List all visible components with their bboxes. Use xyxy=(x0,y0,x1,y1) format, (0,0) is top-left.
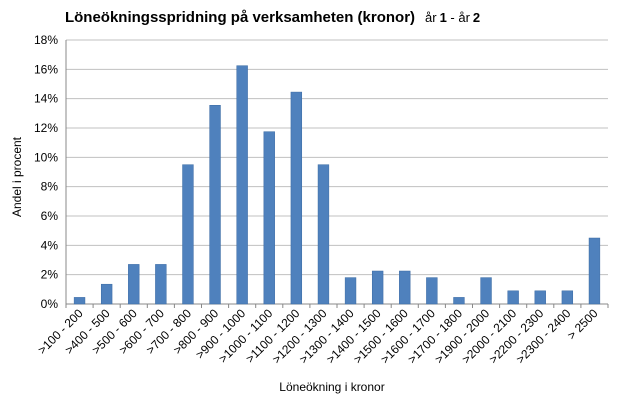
bar xyxy=(317,164,330,305)
y-axis-ticks: 0% 2% 4% 6% 8% 10% 12% 14% 16% 18% xyxy=(34,33,58,311)
y-tick-label: 12% xyxy=(34,121,58,135)
y-axis-title: Andel i procent xyxy=(10,136,24,217)
subtitle-part-3: - år xyxy=(447,10,471,25)
bar xyxy=(73,297,86,305)
bar xyxy=(209,105,221,305)
grid-layer xyxy=(65,39,608,305)
bar xyxy=(480,277,492,305)
y-tick-label: 6% xyxy=(41,209,59,223)
y-tick-label: 2% xyxy=(41,268,59,282)
bar xyxy=(426,277,438,305)
y-tick-label: 10% xyxy=(34,150,58,164)
bar xyxy=(453,297,465,305)
subtitle-part-1: år xyxy=(425,10,437,25)
x-axis-ticks: >100 - 200>400 - 500>500 - 600>600 - 700… xyxy=(35,304,609,366)
bar xyxy=(399,270,411,305)
y-tick-label: 16% xyxy=(34,62,58,76)
bar xyxy=(561,290,574,305)
x-axis-title: Löneökning i kronor xyxy=(279,380,384,394)
y-tick-label: 8% xyxy=(41,180,59,194)
chart-title: Löneökningsspridning på verksamheten (kr… xyxy=(65,9,415,26)
bar xyxy=(588,237,601,305)
bar xyxy=(371,270,384,305)
bar xyxy=(128,264,140,305)
bar xyxy=(507,290,519,305)
bar xyxy=(100,283,113,305)
bar xyxy=(182,164,194,305)
x-tick-label: > 2500 xyxy=(564,306,600,342)
chart-subtitle: år 1 - år 2 xyxy=(425,10,480,25)
bar xyxy=(344,277,357,305)
y-tick-label: 0% xyxy=(41,297,59,311)
bar xyxy=(236,65,248,305)
bar xyxy=(263,131,275,305)
bar xyxy=(290,91,303,305)
y-tick-label: 14% xyxy=(34,92,58,106)
bar xyxy=(155,264,167,305)
y-tick-label: 18% xyxy=(34,33,58,47)
bars-layer xyxy=(73,65,601,305)
subtitle-part-4: 2 xyxy=(473,10,480,25)
y-tick-label: 4% xyxy=(41,238,59,252)
bar xyxy=(534,290,546,305)
subtitle-part-2: 1 xyxy=(440,10,447,25)
